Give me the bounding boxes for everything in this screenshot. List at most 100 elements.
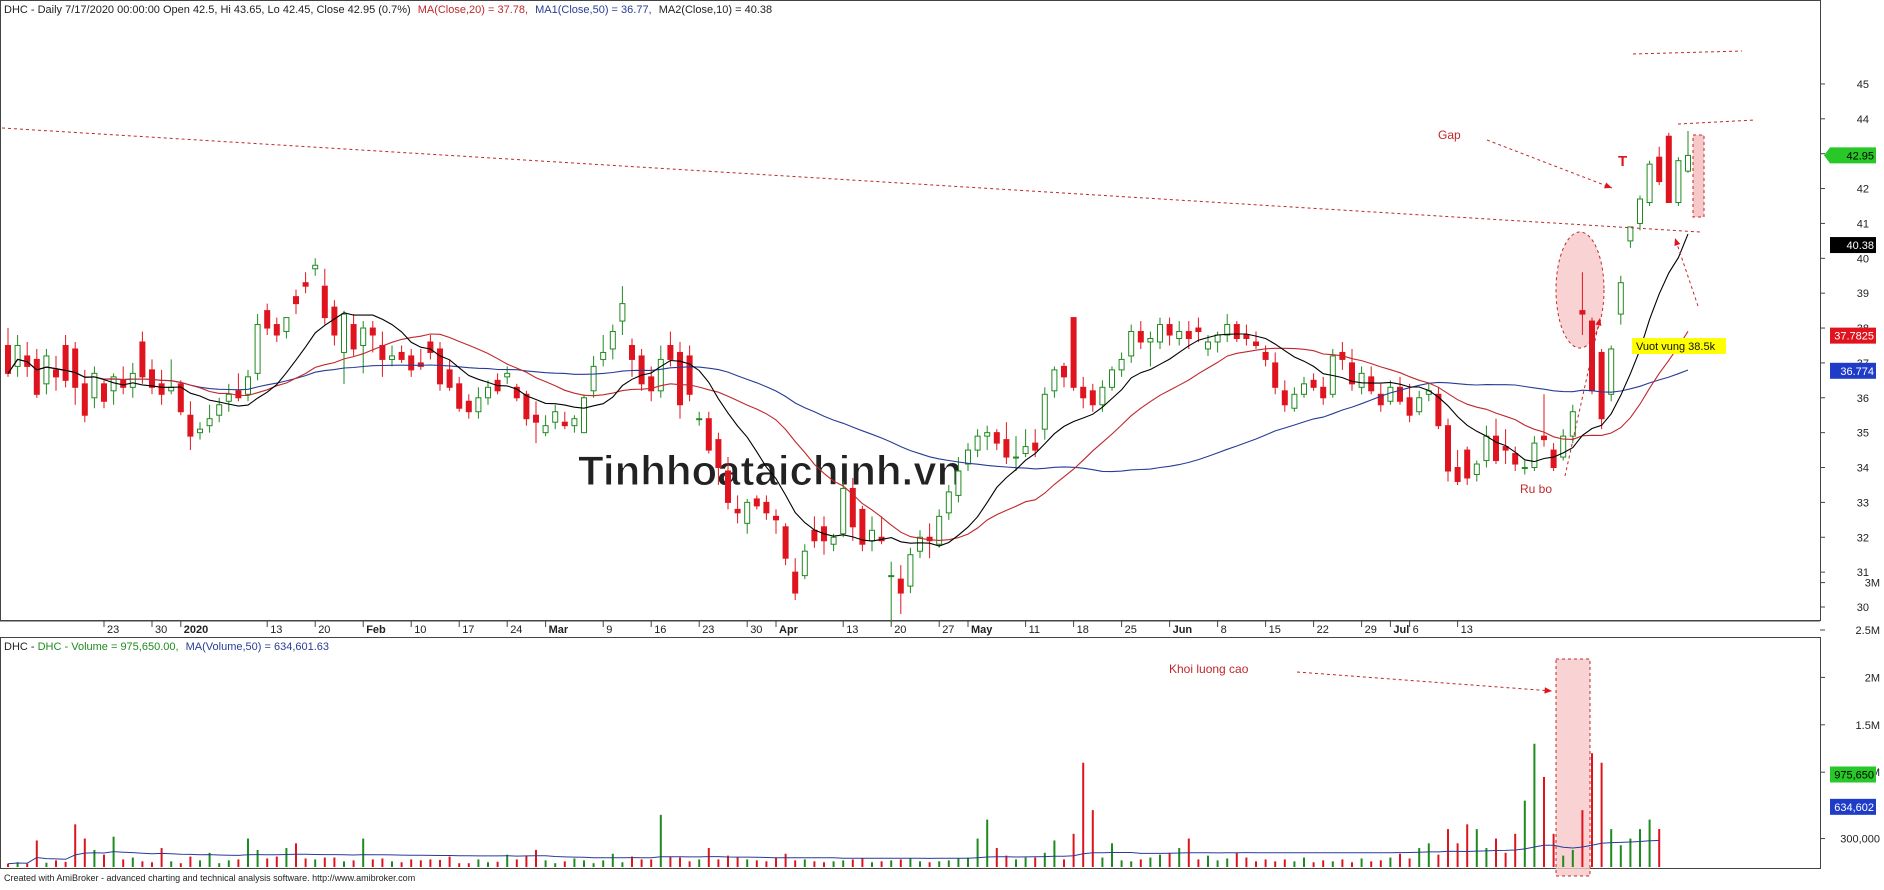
badge-ma50-bg	[1830, 362, 1876, 379]
candle	[1089, 383, 1096, 412]
annotation-khoi-luong: Khoi luong cao	[1169, 662, 1249, 676]
candle-body	[1320, 386, 1327, 399]
candle-body	[609, 331, 616, 350]
annotation-t-mark: T	[1618, 153, 1627, 170]
ma50-line	[7, 358, 1689, 473]
candle	[561, 411, 568, 430]
moving-averages-layer	[7, 233, 1689, 547]
candle-body	[523, 393, 530, 420]
candle-body	[1675, 160, 1682, 204]
candle-body	[1262, 351, 1269, 360]
candle	[1521, 460, 1528, 475]
date-axis-label: 13	[846, 624, 858, 636]
candle	[389, 345, 395, 367]
date-axis-label: 11	[1029, 624, 1040, 636]
candle	[1041, 387, 1048, 440]
candle-body	[763, 501, 770, 514]
candle-body	[753, 498, 760, 507]
candle	[1233, 321, 1240, 342]
candle-body	[830, 536, 837, 545]
annotation-layer	[1, 50, 1756, 694]
candle	[1301, 376, 1307, 398]
candle	[1349, 348, 1355, 391]
candle-body	[1051, 369, 1058, 392]
volume-axis-label: 2M	[1865, 672, 1880, 684]
price-axis-label: 40	[1857, 253, 1869, 265]
candle	[1291, 387, 1298, 412]
date-axis-label: 6	[1413, 624, 1419, 636]
candle	[1368, 366, 1375, 395]
candle	[1320, 376, 1327, 405]
candle	[1685, 131, 1691, 173]
candle-body	[590, 365, 597, 392]
candle-body	[1435, 393, 1442, 427]
badge-vol-ma: 634,602	[1834, 802, 1874, 814]
candle	[1665, 132, 1672, 204]
candle	[542, 415, 549, 437]
gap-arrow-head	[1604, 182, 1612, 189]
date-axis-label: 18	[1077, 624, 1089, 636]
candle-body	[379, 344, 386, 360]
candle	[504, 366, 511, 384]
candle	[1253, 331, 1259, 349]
date-axis-label: 23	[107, 624, 119, 636]
date-axis-label: 20	[894, 624, 906, 636]
candle	[1541, 394, 1547, 447]
date-axis-label: 23	[702, 624, 714, 636]
candle	[1080, 376, 1087, 409]
price-axis-label: 34	[1857, 463, 1869, 475]
candle-body	[1685, 154, 1691, 172]
date-axis-label: Feb	[366, 624, 386, 636]
candle-body	[158, 383, 165, 395]
candle-body	[398, 351, 405, 360]
candle-body	[801, 550, 808, 577]
price-header-ohlc: DHC - Daily 7/17/2020 00:00:00 Open 42.5…	[4, 4, 411, 16]
candle-body	[206, 418, 213, 427]
badge-ma10-bg	[1830, 237, 1876, 254]
candle	[129, 362, 136, 398]
candle	[225, 383, 232, 412]
date-axis-label: 13	[1461, 624, 1473, 636]
candle	[821, 516, 827, 555]
candle	[14, 335, 21, 377]
badge-volume-bg	[1830, 766, 1876, 783]
candle-body	[1310, 379, 1317, 388]
volume-highlight-box	[1555, 658, 1591, 877]
candle-body	[1243, 334, 1250, 340]
candle-body	[1406, 397, 1413, 416]
candle-body	[1291, 393, 1298, 409]
candle-body	[888, 575, 895, 578]
candle-body	[389, 355, 395, 360]
candle	[657, 345, 664, 398]
candle	[984, 425, 991, 451]
candle-body	[1569, 411, 1576, 437]
date-axis-label: May	[971, 624, 993, 636]
candle	[360, 321, 367, 374]
candle-body	[907, 554, 914, 587]
candle-body	[1147, 338, 1154, 343]
candle-body	[129, 372, 136, 388]
vuot-vung-arrow	[1674, 237, 1699, 307]
candle-body	[417, 362, 424, 367]
candle	[1137, 321, 1144, 349]
badge-close-bg	[1824, 147, 1876, 164]
candle	[1205, 335, 1211, 356]
candle	[945, 484, 952, 520]
candle	[331, 300, 338, 346]
candle	[792, 558, 799, 601]
candle-body	[187, 414, 194, 437]
candle	[1070, 317, 1077, 391]
candle	[1454, 450, 1461, 485]
candle-body	[43, 355, 50, 385]
candle-body	[1349, 362, 1355, 385]
candle	[1281, 380, 1288, 412]
candle	[1224, 314, 1231, 342]
date-axis-label: 20	[318, 624, 330, 636]
date-axis-label: 13	[270, 624, 282, 636]
candle-body	[475, 397, 482, 413]
candle-body	[542, 425, 549, 434]
candle	[552, 404, 559, 430]
candle-body	[1185, 331, 1192, 340]
candle-body	[350, 324, 357, 350]
